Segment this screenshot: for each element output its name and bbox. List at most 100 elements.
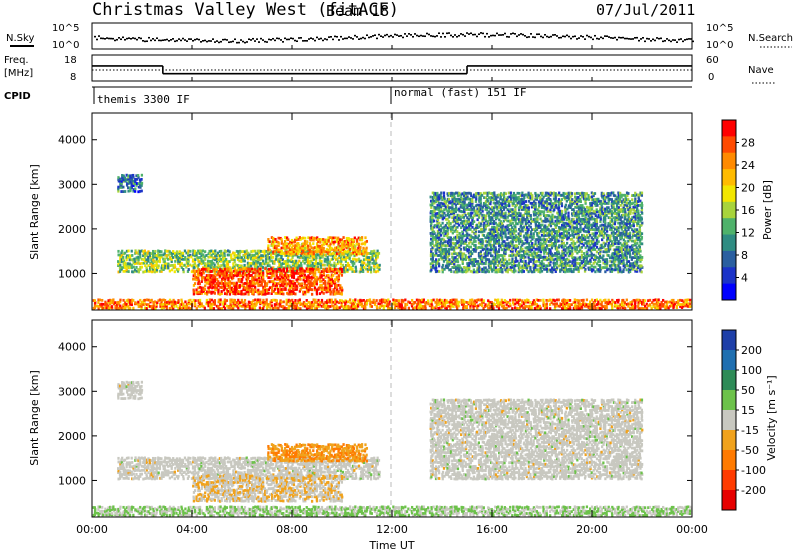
power-cell [452,248,456,251]
power-cell [317,270,320,274]
power-cell [279,271,282,275]
power-cell [119,263,122,267]
power-cell [555,193,559,197]
power-cell [140,184,143,187]
power-cell [195,270,199,273]
power-cell [268,259,272,263]
power-cell [549,248,552,252]
power-cell [134,177,137,181]
power-cell [154,254,157,257]
power-cell [556,252,559,256]
nsky-point [154,39,156,42]
power-cell [258,251,261,255]
power-cell [559,234,562,237]
power-cell [545,228,549,232]
power-cell [582,236,585,240]
power-cell [333,279,337,283]
power-cell [192,258,195,262]
power-cell [447,238,451,242]
power-cell [466,226,469,230]
power-cell [516,222,519,226]
power-cell [461,202,464,205]
power-cell [436,223,439,227]
power-cell [504,235,507,239]
power-cell [464,195,467,199]
power-cell [451,228,454,232]
nsky-point [446,32,448,35]
power-cell [589,211,592,215]
nsky-point [258,41,260,43]
power-cell [557,211,561,215]
power-cell [173,265,177,269]
power-cell [302,269,305,273]
power-cell [545,199,549,203]
power-cell [492,246,496,250]
power-cell [488,238,491,242]
power-cell [464,240,468,244]
power-cell [175,255,178,259]
power-cell [240,260,243,263]
power-cell [210,269,213,273]
power-cell [443,202,446,205]
power-cell [327,269,330,273]
power-cell [200,275,204,279]
power-cell [518,191,521,195]
power-cell [202,261,205,265]
power-cell [539,248,542,252]
power-cell [508,241,511,245]
power-cell [437,208,441,212]
power-cell [512,197,516,201]
power-cell [313,277,317,281]
power-cell [562,226,565,229]
power-cell [348,248,352,251]
power-cell [294,246,297,250]
power-cell [484,200,488,203]
power-cell [197,275,200,279]
power-cell [208,273,212,277]
power-cell [265,282,269,286]
power-cell [479,192,482,195]
power-cell [518,218,521,221]
nsky-point [254,40,256,42]
power-cell [340,292,343,296]
nsky-point [534,36,536,39]
power-cell [581,241,584,245]
power-cell [556,257,559,261]
power-cell [175,253,179,257]
power-cell [464,270,468,274]
power-cell [577,266,581,270]
power-cell [468,225,471,229]
power-cell [272,271,275,275]
power-cell [477,262,481,266]
power-cell [236,291,239,295]
power-cell [539,268,542,271]
power-cell [313,273,317,277]
power-cell [484,205,488,209]
power-cell [365,239,369,243]
power-cell [211,266,215,269]
power-cell [298,276,302,279]
power-cell [160,266,163,270]
power-cell [205,281,208,285]
power-cell [237,253,240,257]
power-cell [481,209,484,213]
power-cell [311,266,315,269]
power-cell [160,250,163,254]
power-cell [263,262,266,266]
power-cell [285,244,289,248]
power-cell [548,257,551,261]
power-cell [212,275,215,279]
power-cell [213,266,216,270]
nsky-point [148,36,150,39]
power-cell [247,275,250,279]
power-cell [547,261,551,265]
nsky-point [606,35,608,37]
power-cell [307,270,310,274]
power-cell [198,273,202,277]
power-cell [576,261,579,265]
power-cell [332,290,336,294]
power-cell [454,243,457,247]
power-cell [287,250,290,254]
power-cell [296,248,299,252]
power-cell [242,269,245,273]
